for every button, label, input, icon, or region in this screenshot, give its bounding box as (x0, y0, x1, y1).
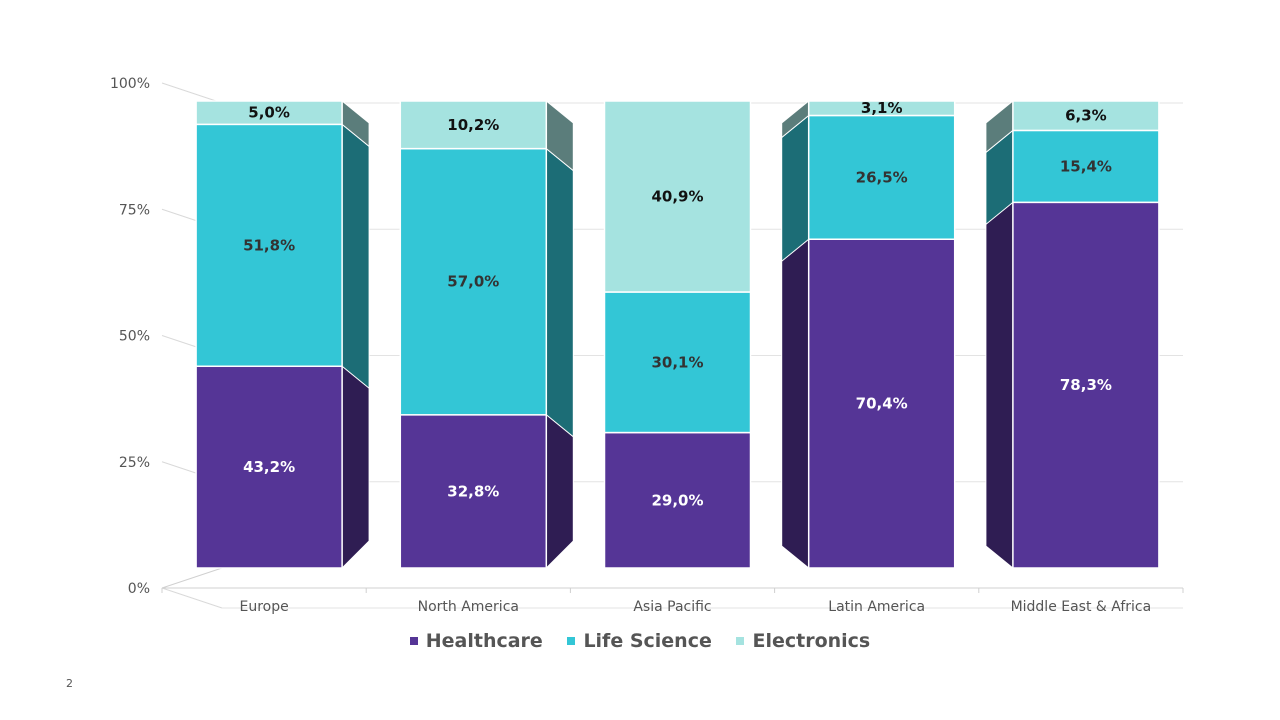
bar-side-europe-life-science (341, 123, 370, 390)
bar-latin-america-healthcare (807, 238, 956, 569)
x-category-label-middle-east-and-africa: Middle East & Africa (1011, 599, 1152, 615)
data-label-asia-pacific-life-science: 30,1% (651, 353, 703, 371)
bar-side-europe-healthcare (341, 362, 370, 570)
bar-middle-east-and-africa-electronics (1012, 100, 1160, 132)
axes: 0% 25% 50% 75% 100% Europe North America Asia P… (110, 76, 1184, 615)
legend-swatch-electronics (736, 636, 745, 645)
bar-side-latin-america-life-science (781, 114, 810, 263)
data-label-middle-east-and-africa-electronics: 6,3% (1065, 107, 1107, 125)
data-label-north-america-electronics: 10,2% (447, 116, 499, 134)
floor-edge (161, 567, 223, 589)
legend: Healthcare Life Science Electronics (0, 630, 1280, 652)
legend-item-electronics: Electronics (736, 630, 870, 652)
bar-north-america-electronics (399, 100, 548, 150)
legend-label-electronics: Electronics (752, 630, 871, 652)
bar-north-america-life-science (399, 147, 548, 416)
data-label-middle-east-and-africa-healthcare: 78,3% (1060, 376, 1112, 394)
y-tick-label: 0% (128, 581, 150, 597)
bar-asia-pacific-life-science (603, 291, 752, 434)
data-label-asia-pacific-electronics: 40,9% (651, 188, 703, 206)
legend-swatch-healthcare (409, 636, 418, 645)
legend-swatch-life-science (567, 636, 576, 645)
data-label-asia-pacific-healthcare: 29,0% (651, 491, 703, 509)
legend-item-healthcare: Healthcare (409, 630, 543, 652)
bar-side-middle-east-and-africa-healthcare (985, 201, 1014, 570)
bar-europe-electronics (195, 100, 343, 126)
x-category-label-asia-pacific: Asia Pacific (633, 599, 711, 615)
bar-europe-healthcare (195, 365, 343, 569)
bar-latin-america-life-science (807, 114, 956, 240)
bar-latin-america-electronics (807, 100, 956, 117)
data-label-north-america-healthcare: 32,8% (447, 482, 499, 500)
data-label-europe-electronics: 5,0% (248, 104, 290, 122)
legend-label-healthcare: Healthcare (425, 630, 543, 652)
x-category-label-north-america: North America (418, 599, 519, 615)
bar-asia-pacific-healthcare (603, 431, 752, 569)
y-tick-label: 100% (110, 76, 150, 92)
data-label-latin-america-life-science: 26,5% (856, 168, 908, 186)
data-label-europe-healthcare: 43,2% (243, 458, 295, 476)
bar-middle-east-and-africa-life-science (1012, 129, 1160, 204)
bars (195, 99, 1160, 570)
gridline-diagonal (161, 82, 223, 104)
bar-middle-east-and-africa-healthcare (1012, 201, 1160, 569)
data-label-middle-east-and-africa-life-science: 15,4% (1060, 157, 1112, 175)
data-label-latin-america-healthcare: 70,4% (856, 395, 908, 413)
y-tick-label: 25% (119, 455, 150, 471)
bar-europe-life-science (195, 123, 343, 368)
y-tick-label: 75% (119, 202, 150, 218)
gridline-diagonal (161, 587, 223, 609)
data-label-latin-america-electronics: 3,1% (861, 99, 903, 117)
x-category-label-latin-america: Latin America (828, 599, 925, 615)
legend-item-life-science: Life Science (567, 630, 712, 652)
bar-side-latin-america-healthcare (781, 238, 810, 570)
x-category-label-europe: Europe (239, 599, 288, 615)
bar-asia-pacific-electronics (603, 100, 752, 293)
bar-side-north-america-life-science (545, 147, 574, 438)
data-label-north-america-life-science: 57,0% (447, 273, 499, 291)
bar-side-north-america-healthcare (545, 411, 574, 570)
legend-label-life-science: Life Science (583, 630, 712, 652)
y-tick-label: 50% (119, 329, 150, 345)
data-label-europe-life-science: 51,8% (243, 236, 295, 254)
page-number: 2 (66, 677, 73, 690)
data-labels: 43,2% 51,8% 5,0% 32,8% 57,0% 10,2% 29,0% 30,1% 4… (243, 99, 1112, 509)
